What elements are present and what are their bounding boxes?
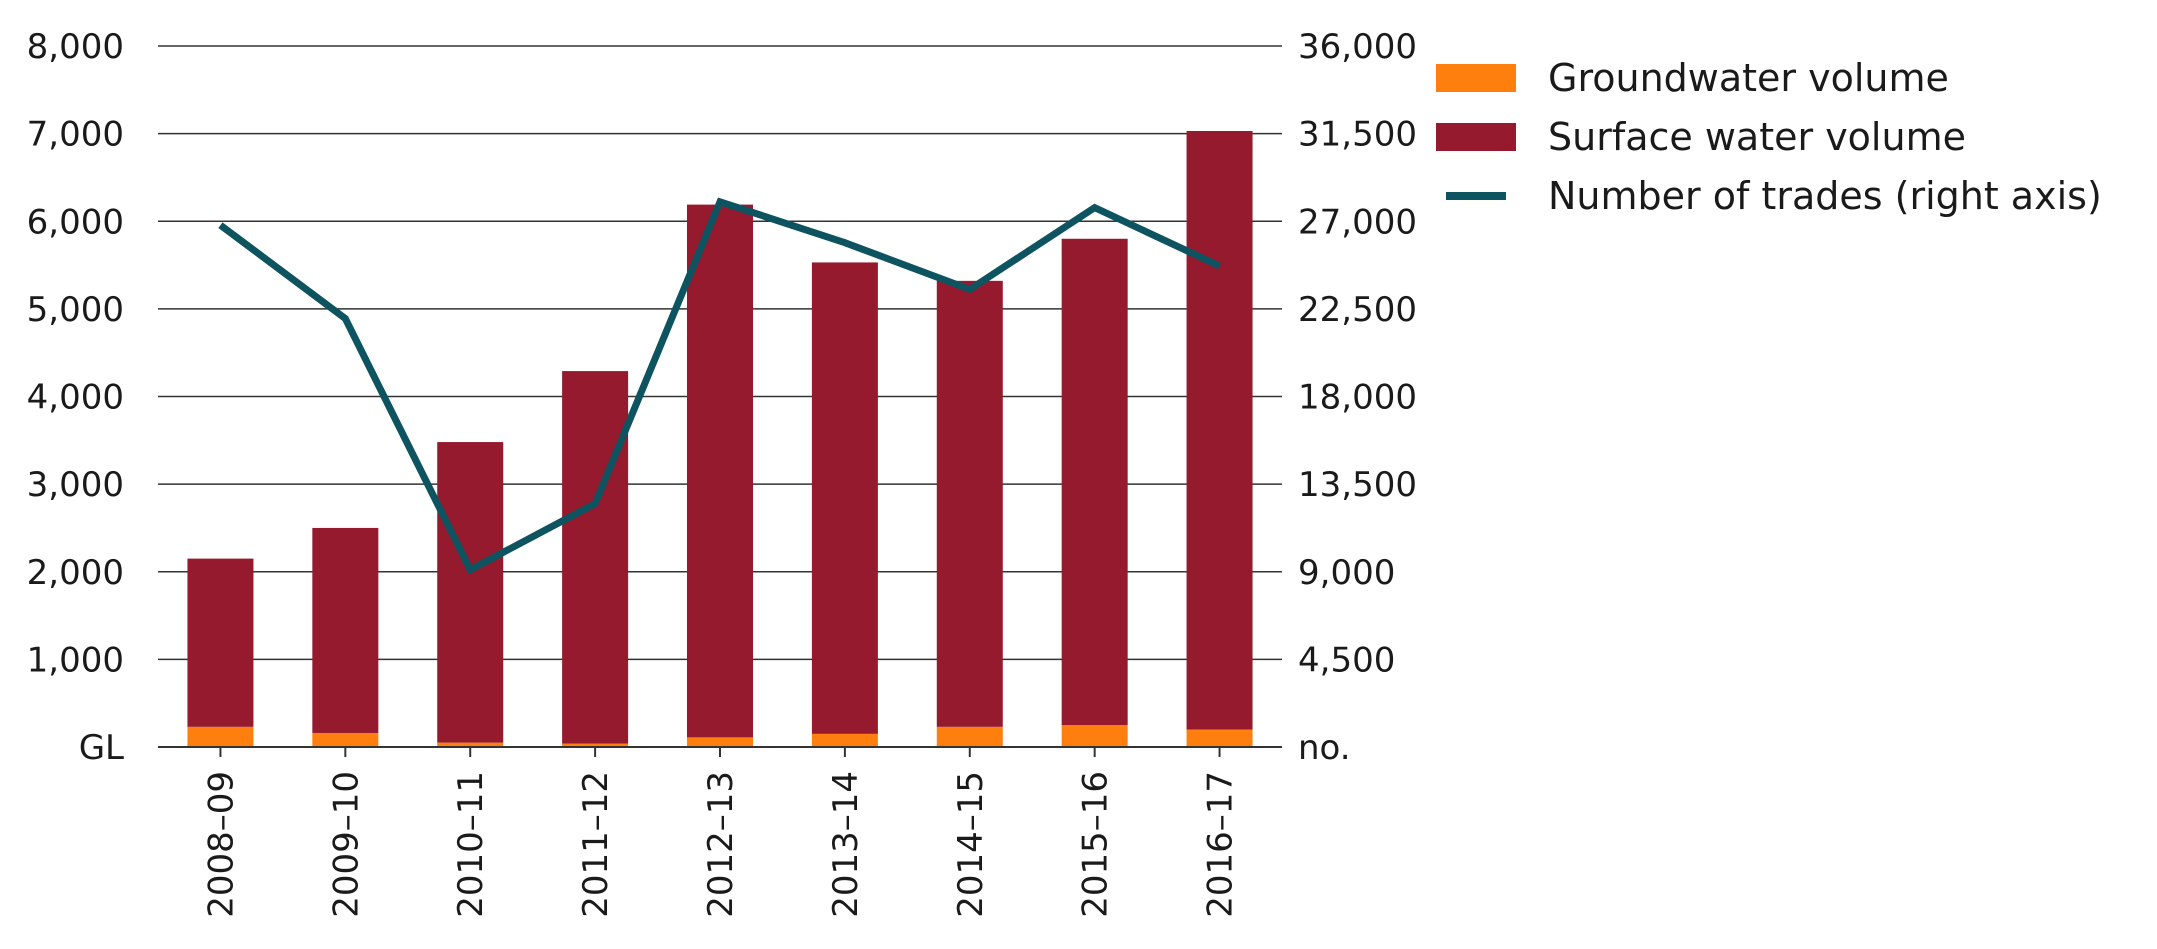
left-axis-tick-labels: GL 1,000 2,000 3,000 4,000 5,000 6,000 7,000 8,0… xyxy=(27,27,124,768)
legend: Groundwater volume Surface water volume Nu… xyxy=(1436,56,2102,218)
left-tick-label: 6,000 xyxy=(27,202,124,242)
left-tick-label: 4,000 xyxy=(27,378,124,418)
category-label: 2016–17 xyxy=(1201,771,1241,918)
category-label: 2010–11 xyxy=(451,771,491,918)
right-tick-label: 27,000 xyxy=(1298,202,1417,242)
category-label: 2015–16 xyxy=(1076,771,1116,918)
surface-water-volumebar xyxy=(437,442,504,743)
x-axis-category-labels: 2008–09 2009–10 2010–11 2011–12 2012–13 2013–… xyxy=(201,771,1240,918)
right-tick-label: 4,500 xyxy=(1298,640,1395,680)
left-tick-label: 5,000 xyxy=(27,290,124,330)
category-label: 2013–14 xyxy=(826,771,866,918)
left-tick-label: 8,000 xyxy=(27,27,124,67)
groundwater-volumebar xyxy=(187,726,254,747)
surface-water-volumebar xyxy=(687,204,753,738)
right-tick-label: 31,500 xyxy=(1298,115,1417,155)
category-label: 2012–13 xyxy=(701,771,741,918)
right-tick-label: 22,500 xyxy=(1298,290,1417,330)
right-axis-tick-labels: no. 4,500 9,000 13,500 18,000 22,500 27,000 31,… xyxy=(1298,27,1417,768)
left-tick-label: 2,000 xyxy=(27,553,124,593)
legend-swatch xyxy=(1436,123,1516,151)
groundwater-volumebar xyxy=(936,726,1003,747)
surface-water-volumebar xyxy=(811,262,878,734)
left-tick-label: 7,000 xyxy=(27,115,124,155)
category-label: 2011–12 xyxy=(576,771,616,918)
groundwater-volumebar xyxy=(1186,729,1253,747)
legend-swatch xyxy=(1436,64,1516,92)
groundwater-volumebar xyxy=(562,743,629,747)
surface-water-volumebar xyxy=(936,280,1003,727)
x-axis-line xyxy=(158,746,1282,757)
surface-water-volumebar xyxy=(562,371,629,744)
right-tick-label: no. xyxy=(1298,728,1351,768)
left-tick-label: GL xyxy=(79,728,124,768)
surface-water-volumebar xyxy=(187,558,254,727)
surface-water-volumebar xyxy=(1186,130,1253,730)
surface-water-volumebar xyxy=(312,527,379,733)
surface-water-volumebar xyxy=(1061,238,1128,726)
right-tick-label: 36,000 xyxy=(1298,27,1417,67)
category-label: 2009–10 xyxy=(326,771,366,918)
right-tick-label: 9,000 xyxy=(1298,553,1395,593)
category-label: 2008–09 xyxy=(201,771,241,918)
legend-label: Number of trades (right axis) xyxy=(1548,174,2102,218)
category-label: 2014–15 xyxy=(951,771,991,918)
groundwater-volumebar xyxy=(687,737,753,747)
groundwater-volumebar xyxy=(1061,725,1128,747)
groundwater-volumebar xyxy=(437,742,504,747)
legend-label: Surface water volume xyxy=(1548,115,1966,159)
left-tick-label: 1,000 xyxy=(27,640,124,680)
trades-line-series xyxy=(218,197,1222,575)
legend-label: Groundwater volume xyxy=(1548,56,1949,100)
right-tick-label: 18,000 xyxy=(1298,378,1417,418)
groundwater-volumebar xyxy=(312,732,379,747)
left-tick-label: 3,000 xyxy=(27,465,124,505)
bar-series xyxy=(187,130,1253,747)
groundwater-volumebar xyxy=(811,733,878,747)
right-tick-label: 13,500 xyxy=(1298,465,1417,505)
